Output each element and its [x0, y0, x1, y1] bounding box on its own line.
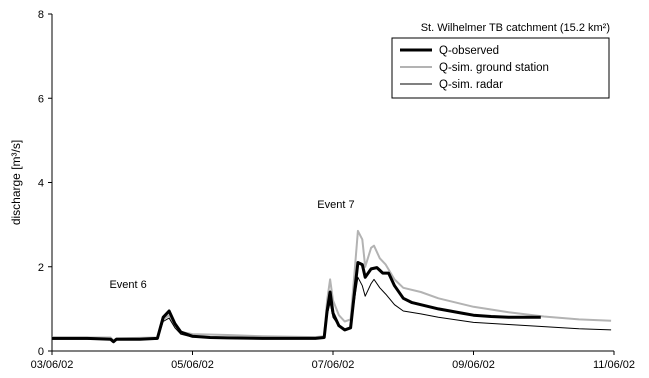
series-layer	[52, 229, 612, 344]
x-tick-label: 09/06/02	[452, 359, 495, 371]
legend: Q-observed Q-sim. ground station Q-sim. …	[391, 37, 610, 99]
y-tick-label: 4	[38, 178, 44, 190]
legend-box	[391, 37, 610, 99]
y-axis-label: discharge [m³/s]	[9, 140, 23, 225]
x-tick-label: 05/06/02	[171, 359, 214, 371]
axes-layer: 0 2 4 6 8 03/06/02 05/06/02 07/06/02 09/06/02 11/…	[31, 9, 635, 371]
series-line-q-sim-ground-station	[52, 229, 612, 342]
x-tick-label: 11/06/02	[593, 359, 635, 371]
annotation-event-7: Event 7	[317, 199, 354, 211]
series-line-q-observed	[52, 261, 541, 344]
x-tick-label: 07/06/02	[312, 359, 355, 371]
y-tick-label: 0	[38, 346, 44, 358]
y-tick-label: 8	[38, 9, 44, 21]
labels-layer: discharge [m³/s] St. Wilhelmer TB catchm…	[9, 22, 610, 291]
x-tick-label: 03/06/02	[31, 359, 74, 371]
y-tick-label: 2	[38, 262, 44, 274]
y-tick-label: 6	[38, 93, 44, 105]
annotation-event-6: Event 6	[109, 279, 146, 291]
catchment-label: St. Wilhelmer TB catchment (15.2 km²)	[421, 22, 610, 34]
legend-label-q-sim-radar: Q-sim. radar	[439, 79, 503, 91]
legend-label-q-sim-ground-station: Q-sim. ground station	[439, 62, 549, 74]
legend-label-q-observed: Q-observed	[439, 45, 499, 57]
